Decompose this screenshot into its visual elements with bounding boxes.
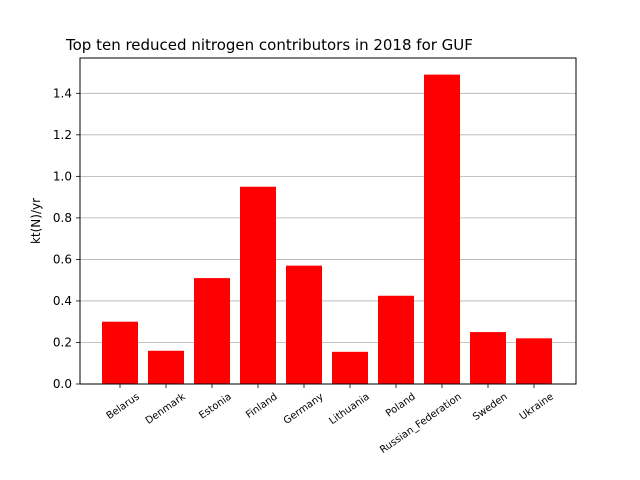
bar-poland [378, 295, 414, 384]
y-tick-label: 0.2 [53, 335, 72, 349]
chart-title: Top ten reduced nitrogen contributors in… [65, 36, 473, 54]
y-tick-label: 1.0 [53, 169, 72, 183]
y-tick-label: 0.8 [53, 211, 72, 225]
bars-group [102, 74, 552, 385]
bar-finland [240, 186, 276, 384]
bar-sweden [470, 332, 506, 384]
y-tick-label: 0.6 [53, 252, 72, 266]
bar-germany [286, 265, 322, 384]
y-axis-ticks: 0.0 0.2 0.4 0.6 0.8 1.0 1.2 1.4 [53, 86, 80, 391]
y-tick-label: 0.4 [53, 294, 72, 308]
y-tick-label: 0.0 [53, 377, 72, 391]
bar-denmark [148, 350, 184, 384]
bar-russian-federation [424, 74, 460, 385]
y-tick-label: 1.2 [53, 128, 72, 142]
bar-belarus [102, 321, 138, 384]
bar-ukraine [516, 338, 552, 384]
axes-frame [79, 57, 577, 385]
bar-estonia [194, 278, 230, 384]
y-axis-label: kt(N)/yr [29, 198, 43, 244]
bar-lithuania [332, 351, 368, 384]
y-tick-label: 1.4 [53, 86, 72, 100]
